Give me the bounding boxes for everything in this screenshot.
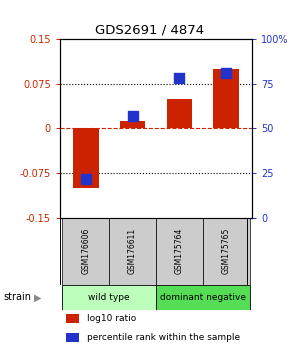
Bar bbox=[66, 332, 79, 342]
Point bbox=[224, 70, 229, 76]
Text: GSM176606: GSM176606 bbox=[81, 228, 90, 274]
FancyBboxPatch shape bbox=[109, 218, 156, 285]
Text: wild type: wild type bbox=[88, 293, 130, 302]
Point bbox=[83, 176, 88, 182]
Text: log10 ratio: log10 ratio bbox=[87, 314, 136, 324]
Bar bbox=[213, 69, 239, 129]
FancyBboxPatch shape bbox=[62, 285, 156, 310]
Bar bbox=[73, 129, 99, 188]
Bar bbox=[167, 99, 192, 129]
Text: percentile rank within the sample: percentile rank within the sample bbox=[87, 333, 240, 342]
FancyBboxPatch shape bbox=[62, 218, 109, 285]
Text: GSM175764: GSM175764 bbox=[175, 228, 184, 274]
Text: GSM175765: GSM175765 bbox=[222, 228, 231, 274]
Point bbox=[177, 75, 182, 81]
Bar bbox=[66, 314, 79, 323]
Text: ▶: ▶ bbox=[34, 292, 41, 302]
Text: strain: strain bbox=[3, 292, 31, 302]
Point bbox=[130, 113, 135, 119]
Bar bbox=[120, 121, 146, 129]
Text: dominant negative: dominant negative bbox=[160, 293, 246, 302]
Text: GDS2691 / 4874: GDS2691 / 4874 bbox=[95, 23, 205, 36]
FancyBboxPatch shape bbox=[156, 218, 203, 285]
FancyBboxPatch shape bbox=[156, 285, 250, 310]
FancyBboxPatch shape bbox=[203, 218, 250, 285]
Text: GSM176611: GSM176611 bbox=[128, 228, 137, 274]
